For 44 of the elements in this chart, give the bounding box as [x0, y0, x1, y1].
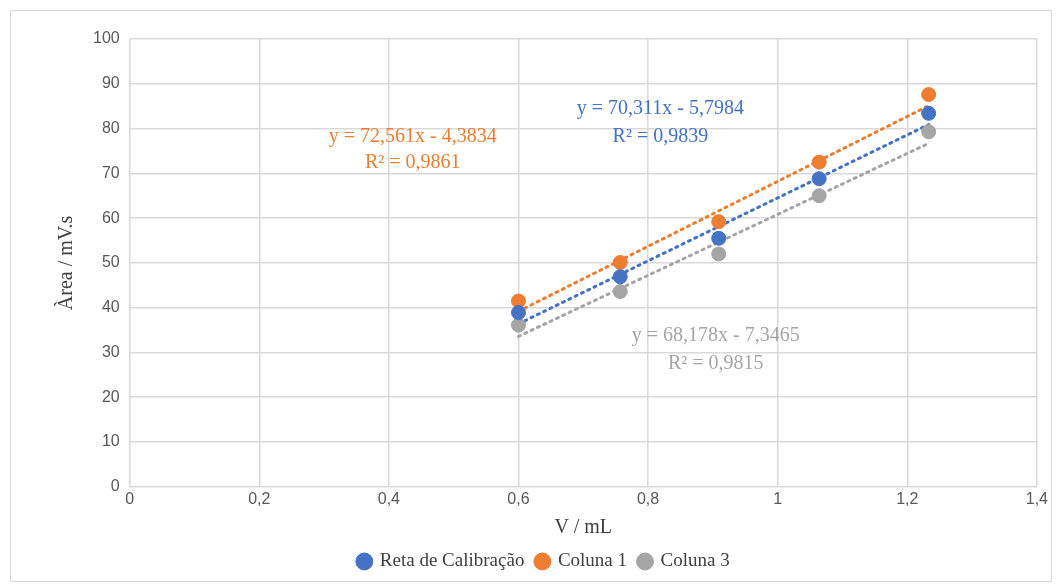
- y-tick-label: 80: [101, 118, 120, 136]
- x-tick-label: 0,2: [248, 489, 271, 507]
- point: [612, 284, 628, 300]
- annotation: y = 68,178x - 7,3465: [631, 322, 800, 346]
- y-tick-label: 0: [110, 477, 120, 495]
- point: [811, 171, 827, 187]
- annotation: y = 72,561x - 4,3834: [328, 123, 497, 147]
- point: [921, 87, 937, 103]
- x-tick-label: 0,6: [507, 489, 530, 507]
- x-tick-label: 1,2: [896, 489, 919, 507]
- y-tick-label: 20: [101, 387, 120, 405]
- y-axis-title: Àrea / mV.s: [54, 215, 77, 311]
- annotation: R² = 0,9815: [667, 350, 764, 373]
- x-tick-label: 1,4: [1025, 489, 1049, 507]
- y-tick-label: 30: [101, 342, 120, 360]
- point: [711, 214, 727, 230]
- x-tick-label: 0,8: [636, 489, 660, 507]
- point: [510, 305, 526, 321]
- y-tick-label: 40: [101, 298, 120, 316]
- point: [811, 188, 827, 204]
- point: [612, 254, 628, 270]
- y-tick-label: 60: [101, 208, 120, 226]
- y-tick-label: 90: [101, 74, 120, 92]
- y-tick-label: 100: [92, 29, 120, 47]
- legend-label: Coluna 3: [660, 549, 730, 571]
- x-axis-title: V / mL: [554, 515, 612, 538]
- x-tick-label: 1: [773, 489, 783, 507]
- point: [612, 269, 628, 285]
- point: [921, 105, 937, 121]
- legend-label: Reta de Calibração: [379, 549, 525, 571]
- y-tick-label: 50: [101, 253, 120, 271]
- x-tick-label: 0,4: [377, 489, 401, 507]
- x-tick-label: 0: [125, 489, 135, 507]
- point: [510, 317, 526, 333]
- y-tick-label: 70: [101, 163, 120, 181]
- point: [711, 230, 727, 246]
- legend-label: Coluna 1: [557, 549, 628, 571]
- y-tick-label: 10: [101, 432, 120, 450]
- point: [711, 246, 727, 262]
- point: [921, 124, 937, 140]
- annotation: R² = 0,9861: [364, 150, 461, 173]
- annotation: R² = 0,9839: [612, 123, 709, 146]
- point: [811, 154, 827, 170]
- annotation: y = 70,311x - 5,7984: [576, 96, 744, 120]
